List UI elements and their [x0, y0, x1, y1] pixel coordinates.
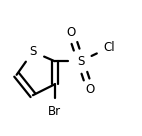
- Text: Br: Br: [48, 105, 61, 118]
- Text: S: S: [29, 45, 37, 58]
- Text: O: O: [66, 26, 76, 39]
- Text: S: S: [77, 55, 84, 68]
- Text: O: O: [85, 83, 95, 96]
- Text: Cl: Cl: [103, 41, 115, 54]
